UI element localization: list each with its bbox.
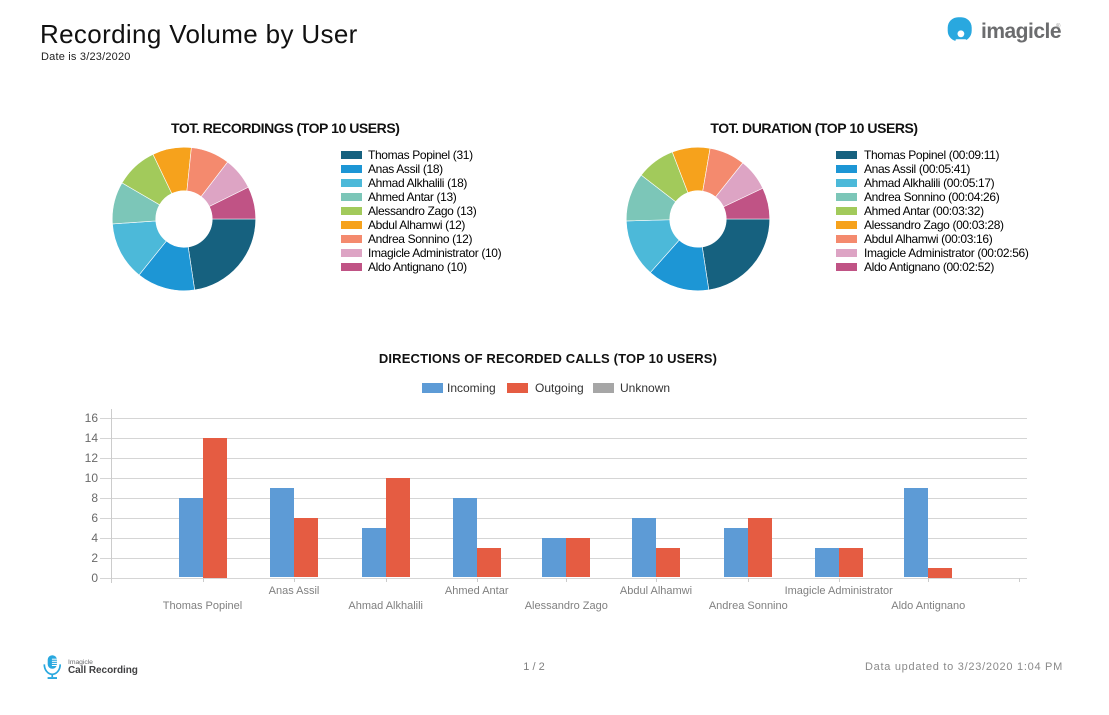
svg-text:®: ® <box>1056 23 1061 30</box>
svg-text:imagicle: imagicle <box>981 20 1061 43</box>
